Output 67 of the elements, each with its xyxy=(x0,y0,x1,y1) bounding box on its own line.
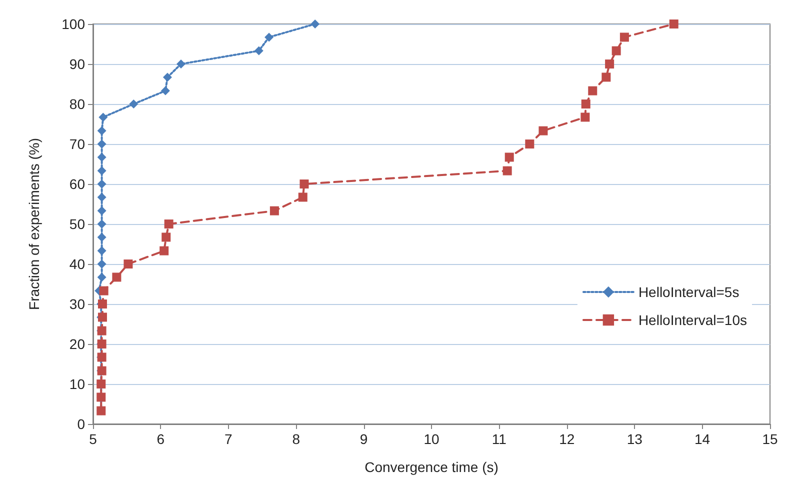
point xyxy=(612,46,621,56)
point xyxy=(580,112,590,122)
x-tick-label: 8 xyxy=(292,431,300,447)
point xyxy=(254,46,264,56)
point xyxy=(602,72,611,82)
point xyxy=(129,100,138,108)
point xyxy=(160,86,170,96)
y-tick-label: 0 xyxy=(77,416,86,432)
point xyxy=(97,192,106,202)
y-axis-title: Fraction of experiments (%) xyxy=(26,138,42,310)
point xyxy=(97,126,106,136)
point xyxy=(97,140,106,148)
point xyxy=(264,32,274,42)
x-tick-label: 12 xyxy=(559,431,575,447)
point xyxy=(162,232,171,242)
x-tick-label: 9 xyxy=(360,431,368,447)
point xyxy=(176,60,186,68)
y-tick-label: 20 xyxy=(69,336,86,352)
point xyxy=(97,152,106,162)
point xyxy=(97,246,106,256)
x-tick-label: 5 xyxy=(89,431,98,447)
point xyxy=(97,206,106,216)
point xyxy=(620,32,629,42)
point xyxy=(525,140,534,148)
y-tick-label: 70 xyxy=(69,136,86,152)
x-tick-label: 15 xyxy=(762,431,778,447)
x-tick-label: 10 xyxy=(424,431,440,447)
legend-label: HelloInterval=5s xyxy=(638,284,740,300)
y-tick-label: 60 xyxy=(69,176,86,192)
legend-label: HelloInterval=10s xyxy=(638,312,747,328)
point xyxy=(160,246,169,256)
y-tick-label: 10 xyxy=(69,376,86,392)
y-tick-label: 30 xyxy=(69,296,86,312)
point xyxy=(162,72,172,82)
point xyxy=(588,86,598,96)
point xyxy=(270,206,279,216)
point xyxy=(97,232,106,242)
point xyxy=(97,272,106,282)
y-tick-label: 40 xyxy=(69,256,86,272)
point xyxy=(97,220,106,228)
y-tick-label: 50 xyxy=(69,216,86,232)
x-tick-label: 11 xyxy=(492,431,507,447)
point xyxy=(124,260,133,268)
point xyxy=(504,152,514,162)
y-tick-label: 80 xyxy=(69,96,86,112)
y-tick-label: 90 xyxy=(69,56,86,72)
point xyxy=(310,20,320,28)
point xyxy=(502,166,512,176)
point xyxy=(669,20,678,28)
point xyxy=(300,180,309,188)
point xyxy=(97,180,106,188)
point xyxy=(605,60,614,68)
point xyxy=(97,166,106,176)
point xyxy=(112,272,122,282)
point xyxy=(97,260,106,268)
point xyxy=(98,112,108,122)
point xyxy=(99,286,108,296)
x-tick-label: 13 xyxy=(626,431,643,447)
point xyxy=(581,100,590,108)
point xyxy=(164,220,174,228)
point xyxy=(298,192,308,202)
x-tick-label: 6 xyxy=(156,431,165,447)
x-tick-label: 14 xyxy=(694,431,710,447)
x-tick-label: 7 xyxy=(224,431,232,447)
x-axis-title: Convergence time (s) xyxy=(364,459,498,475)
y-tick-label: 100 xyxy=(62,16,86,32)
point xyxy=(538,126,548,136)
